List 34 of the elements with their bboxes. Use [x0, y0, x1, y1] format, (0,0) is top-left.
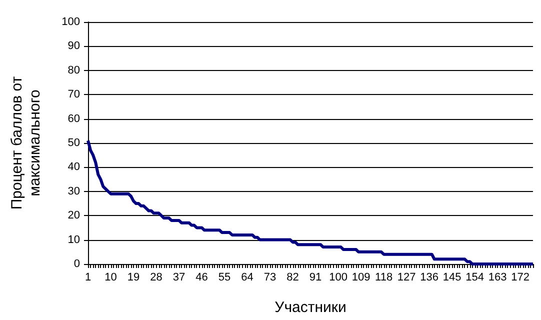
x-tick-label: 55 — [218, 272, 231, 284]
x-tick-label: 172 — [511, 272, 530, 284]
x-tick-label: 145 — [442, 272, 462, 284]
y-tick-label: 80 — [68, 64, 80, 76]
x-tick-label: 118 — [375, 272, 393, 284]
x-tick-label: 127 — [397, 272, 416, 284]
x-tick-label: 163 — [488, 272, 507, 284]
x-tick-label: 46 — [196, 272, 208, 284]
x-tick-label: 109 — [352, 272, 370, 284]
x-tick-label: 136 — [420, 272, 439, 284]
y-tick-label: 50 — [68, 137, 80, 149]
x-axis-title: Участники — [274, 299, 346, 316]
y-tick-label: 90 — [68, 40, 80, 52]
x-tick-label: 82 — [286, 272, 299, 284]
x-tick-label: 100 — [329, 272, 348, 284]
y-tick-label: 0 — [74, 258, 80, 270]
line-series — [86, 139, 534, 266]
x-tick-label: 73 — [264, 272, 276, 284]
y-tick-label: 100 — [62, 16, 80, 28]
x-tick-label: 154 — [466, 272, 484, 284]
y-tick-label: 30 — [68, 185, 80, 198]
y-tick-label: 40 — [68, 161, 80, 174]
y-axis-title: Процент баллов от максимального — [8, 76, 44, 210]
y-tick-label: 20 — [68, 210, 80, 222]
x-tick-label: 64 — [241, 272, 254, 284]
x-tick-label: 91 — [309, 272, 322, 284]
x-tick-label: 37 — [172, 272, 186, 284]
x-tick-label: 28 — [150, 272, 162, 284]
x-tick-label: 19 — [127, 272, 140, 284]
y-tick-label: 10 — [68, 234, 80, 246]
x-tick-label: 10 — [104, 272, 117, 284]
y-tick-label: 60 — [68, 112, 80, 125]
x-tick-label: 1 — [84, 272, 92, 284]
y-tick-label: 70 — [68, 88, 80, 101]
